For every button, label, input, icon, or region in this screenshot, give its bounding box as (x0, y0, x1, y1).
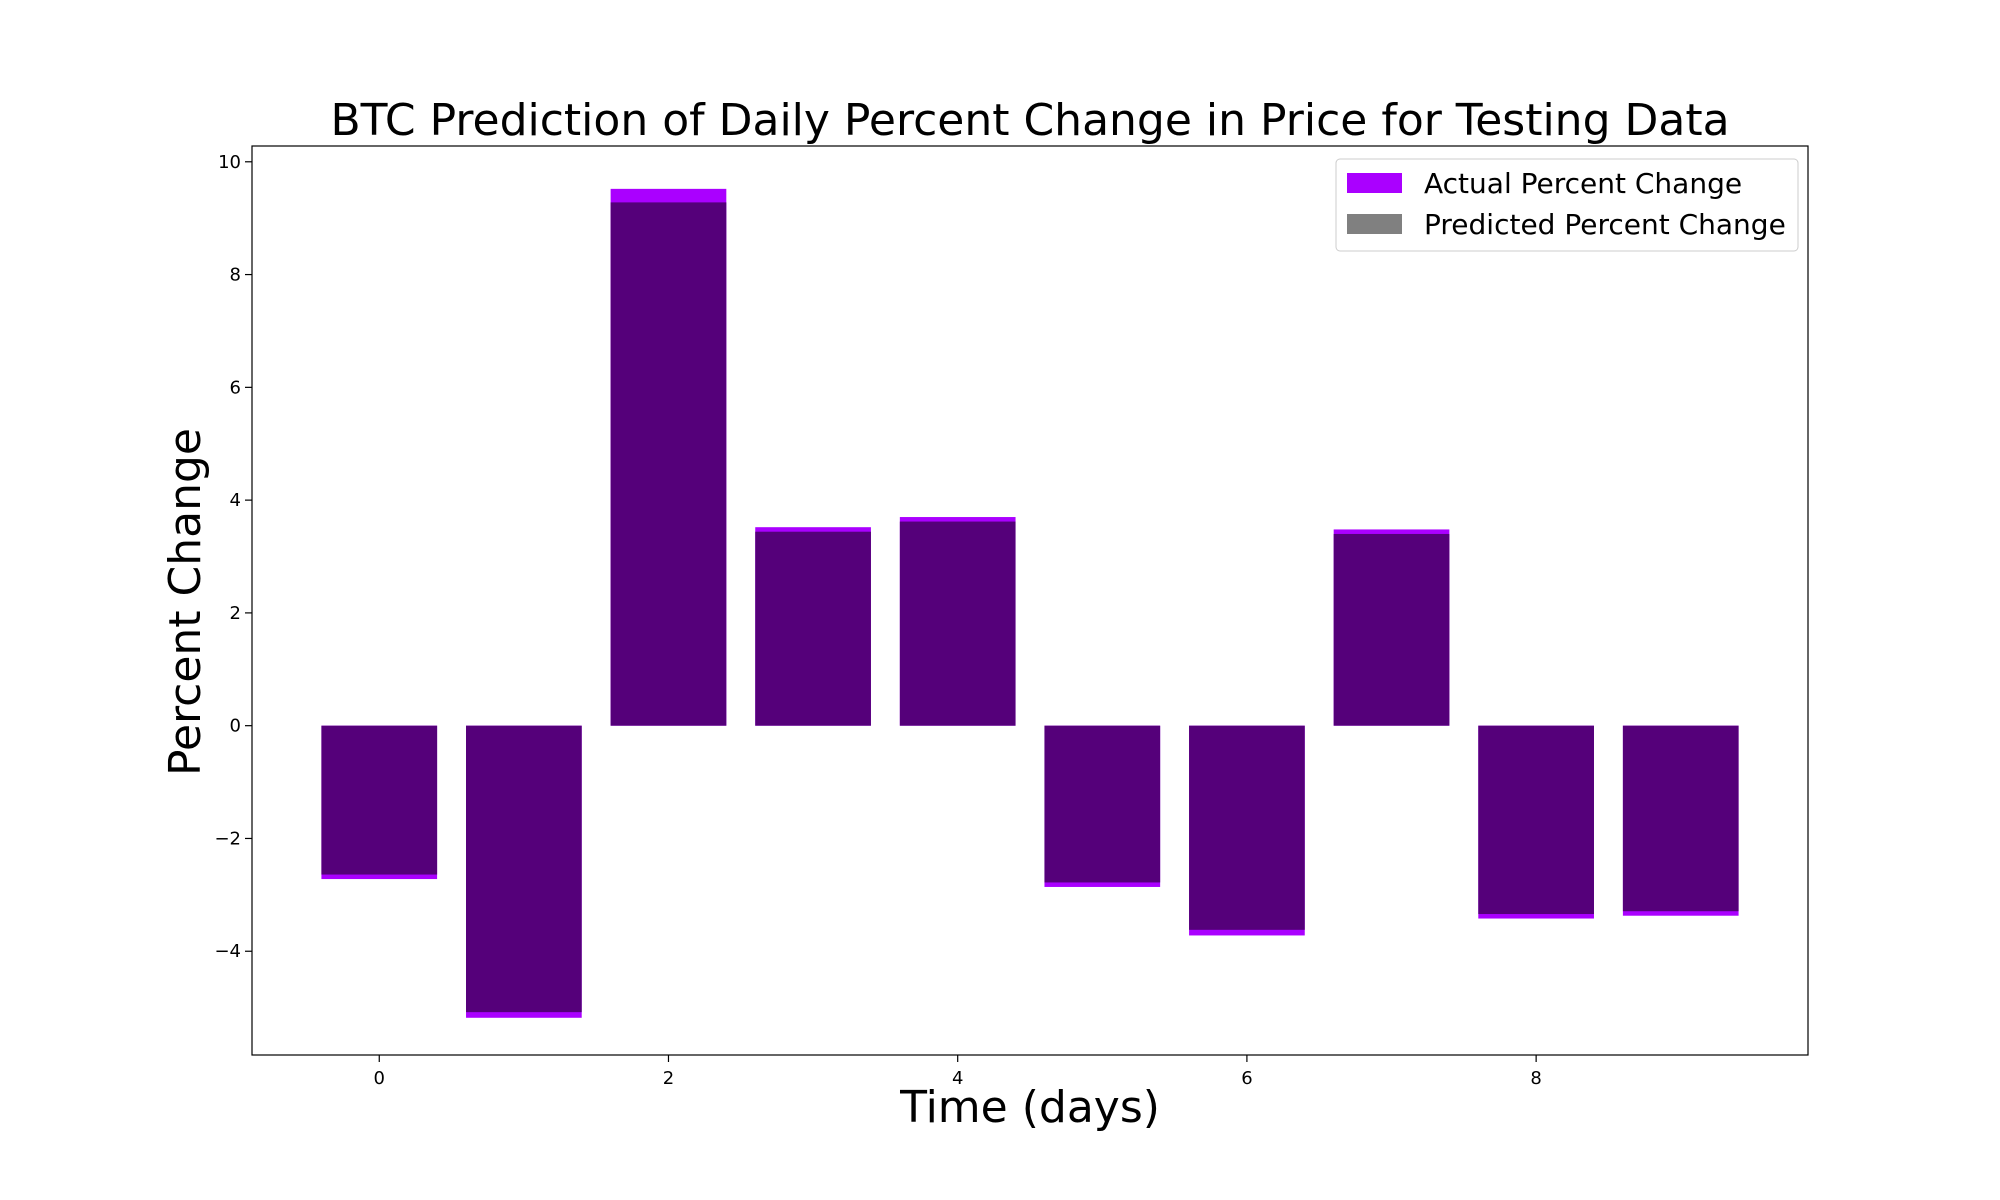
y-tick-label: −2 (214, 828, 241, 849)
x-tick-label: 2 (663, 1068, 674, 1089)
predicted-bar (1189, 725, 1305, 930)
predicted-bar (1333, 533, 1450, 726)
y-tick-label: 0 (230, 716, 241, 737)
y-tick-label: 10 (218, 152, 241, 173)
y-axis: −4 −2 0 2 4 6 8 10 (214, 152, 252, 962)
predicted-bar (1622, 725, 1739, 912)
y-tick-label: 2 (230, 603, 241, 624)
predicted-bar (1044, 725, 1161, 883)
x-axis: 0 2 4 6 8 (374, 1055, 1542, 1089)
y-tick-label: 8 (230, 265, 241, 286)
predicted-bar (755, 531, 871, 726)
x-tick-label: 0 (374, 1068, 385, 1089)
predicted-series (321, 202, 1739, 1013)
legend-label: Predicted Percent Change (1424, 208, 1786, 241)
chart-title: BTC Prediction of Daily Percent Change i… (330, 95, 1729, 146)
y-axis-label: Percent Change (160, 428, 211, 776)
y-tick-label: 6 (230, 377, 241, 398)
x-axis-label: Time (days) (899, 1082, 1160, 1133)
predicted-bar (321, 725, 438, 875)
y-tick-label: −4 (214, 941, 241, 962)
legend-swatch (1347, 173, 1402, 193)
x-tick-label: 8 (1530, 1068, 1541, 1089)
y-tick-label: 4 (230, 490, 241, 511)
x-tick-label: 4 (952, 1068, 963, 1089)
plot-area (251, 145, 1809, 1056)
legend-box (1335, 158, 1799, 252)
predicted-bar (1478, 725, 1594, 915)
x-tick-label: 6 (1241, 1068, 1252, 1089)
predicted-bar (610, 202, 727, 726)
legend-label: Actual Percent Change (1424, 167, 1742, 200)
legend-swatch (1347, 214, 1402, 234)
predicted-bar (899, 521, 1016, 726)
legend: Actual Percent Change Predicted Percent C… (1335, 158, 1799, 252)
predicted-bar (466, 725, 582, 1013)
